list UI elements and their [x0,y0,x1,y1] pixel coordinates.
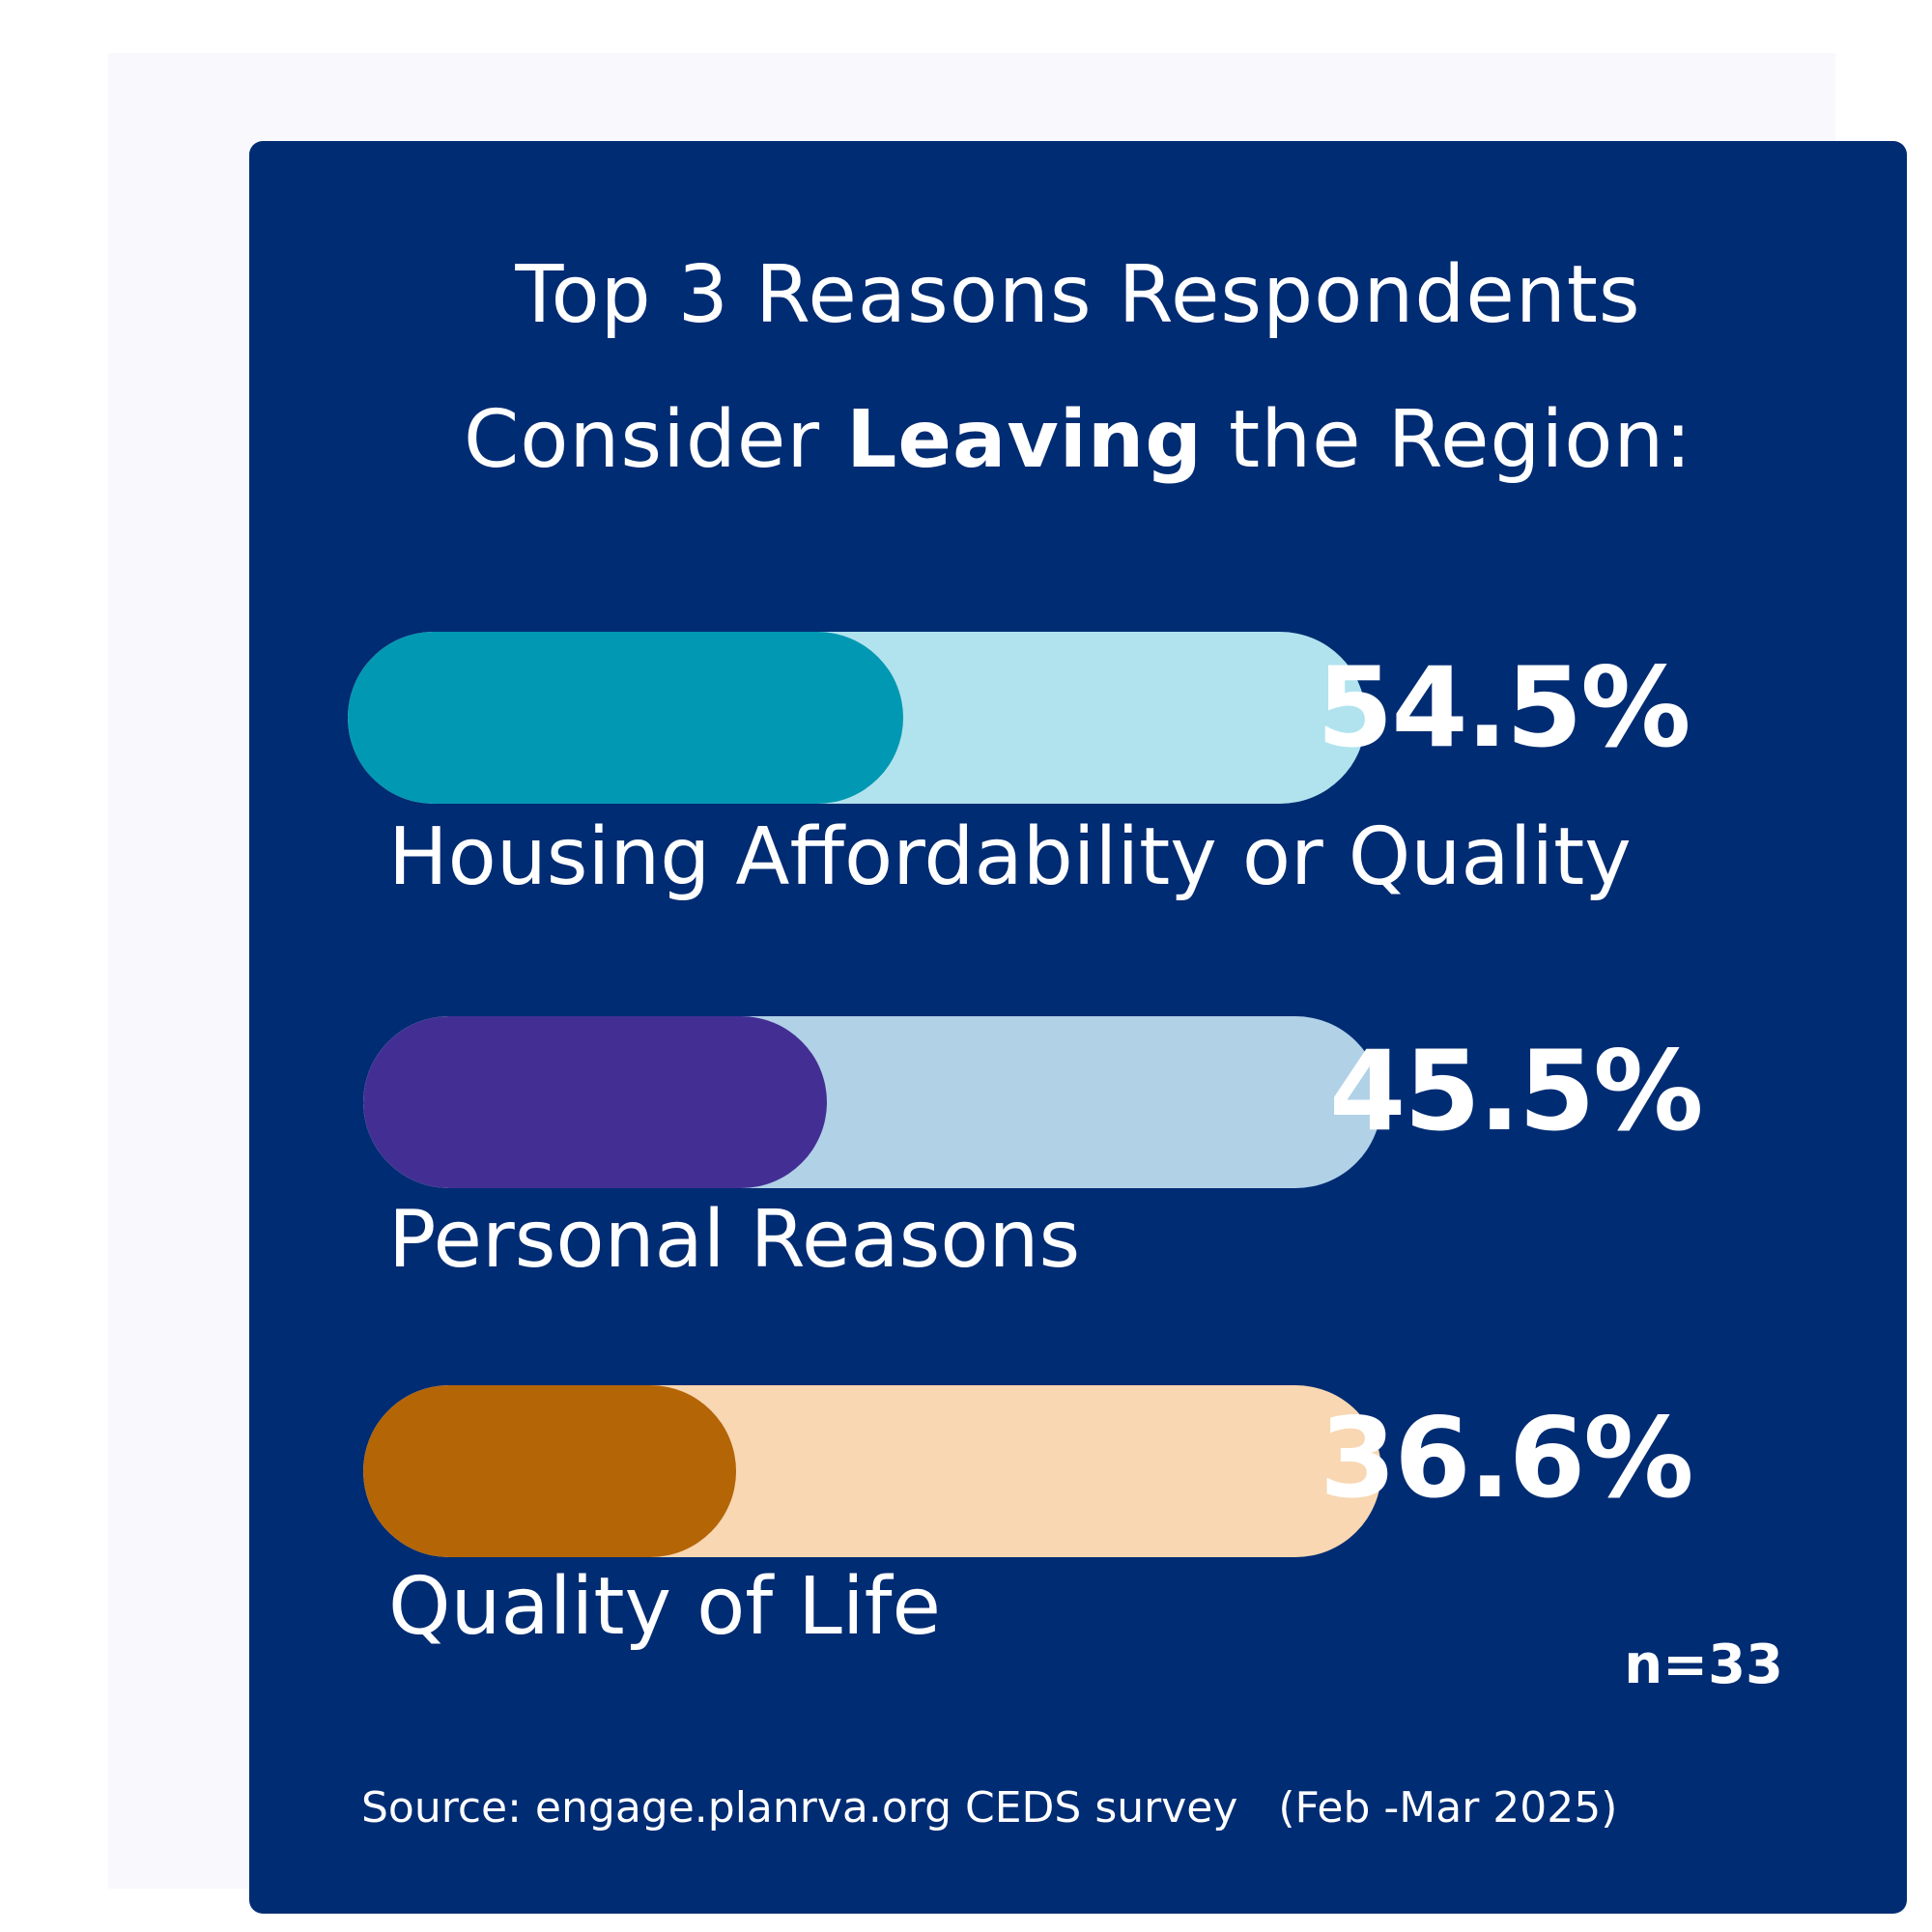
bar-track-personal [363,1016,1381,1188]
bar-fill-housing [348,632,903,804]
value-label-personal: 45.5% [1329,1027,1703,1155]
title-line-1-text: Top 3 Reasons Respondents [515,249,1641,341]
bar-track-housing [348,632,1366,804]
category-label-personal: Personal Reasons [388,1194,1081,1286]
bar-fill-personal [363,1016,828,1188]
title-emphasis: Leaving [846,394,1203,486]
bar-track-quality-of-life [363,1385,1381,1557]
title-prefix: Consider [463,394,847,486]
value-label-quality-of-life: 36.6% [1320,1394,1693,1522]
infographic-card: Top 3 Reasons Respondents Consider Leavi… [249,141,1907,1914]
category-label-quality-of-life: Quality of Life [388,1561,941,1653]
sample-size-label: n=33 [1624,1634,1783,1696]
chart-title-line-1: Top 3 Reasons Respondents [249,249,1907,341]
source-note: Source: engage.planrva.org CEDS survey (… [361,1783,1618,1833]
value-label-housing: 54.5% [1317,643,1690,772]
category-label-housing: Housing Affordability or Quality [388,811,1632,903]
page-background: Top 3 Reasons Respondents Consider Leavi… [108,53,1907,1914]
bar-fill-quality-of-life [363,1385,737,1557]
chart-title-line-2: Consider Leaving the Region: [249,394,1907,486]
title-suffix: the Region: [1202,394,1693,486]
